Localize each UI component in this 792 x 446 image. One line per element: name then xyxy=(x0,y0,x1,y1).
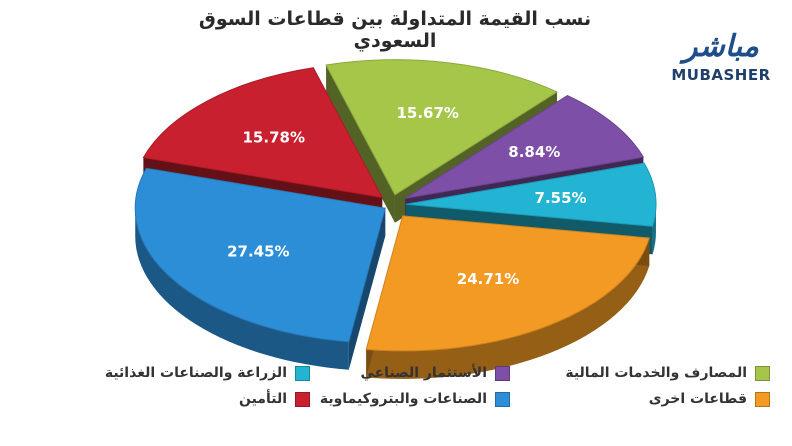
legend-item: التأمين xyxy=(239,388,310,410)
pie-slice-wall xyxy=(326,64,395,223)
pie-slice xyxy=(365,215,650,352)
slice-value-label: 15.78% xyxy=(243,129,305,147)
legend-label: التأمين xyxy=(238,391,287,407)
mubasher-logo: مباشر MUBASHER xyxy=(662,30,780,90)
legend-swatch xyxy=(755,391,770,407)
slice-value-label: 8.84% xyxy=(508,143,560,161)
chart-legend: المصارف والخدمات المالية الأستثمار الصناع… xyxy=(10,362,770,442)
legend-item: الزراعة والصناعات الغذائية xyxy=(105,362,310,384)
legend-item: المصارف والخدمات المالية xyxy=(565,362,770,384)
legend-label: الأستثمار الصناعي xyxy=(360,365,487,381)
logo-arabic-text: مباشر xyxy=(683,29,759,64)
legend-item: الصناعات والبتروكيماوية xyxy=(320,388,510,410)
pie-slice-side xyxy=(135,208,349,370)
pie-labels: 15.67% 8.84% 7.55% 24.71% 27.45% 15.78% xyxy=(227,104,586,288)
slice-value-label: 7.55% xyxy=(535,189,587,207)
legend-swatch xyxy=(495,365,510,381)
legend-label: قطاعات اخرى xyxy=(648,391,747,407)
legend-label: الزراعة والصناعات الغذائية xyxy=(104,365,287,381)
legend-label: الصناعات والبتروكيماوية xyxy=(319,391,487,407)
slice-value-label: 15.67% xyxy=(396,104,458,122)
pie-slice xyxy=(134,167,386,343)
slice-value-label: 27.45% xyxy=(227,242,289,260)
logo-english-text: MUBASHER xyxy=(671,66,771,84)
pie-slice-side xyxy=(366,237,650,379)
pie-slice xyxy=(405,162,657,227)
legend-swatch xyxy=(295,365,310,381)
legend-item: الأستثمار الصناعي xyxy=(360,362,510,384)
pie-slice-wall xyxy=(348,208,386,370)
pie-slice xyxy=(325,59,559,196)
pie-slice xyxy=(405,94,645,199)
pie-slices xyxy=(134,59,657,379)
pie-slice xyxy=(142,67,384,199)
chart-title: نسب القيمة المتداولة بين قطاعات السوق ال… xyxy=(198,8,592,52)
legend-swatch xyxy=(295,391,310,407)
legend-swatch xyxy=(495,391,510,407)
slice-value-label: 24.71% xyxy=(457,270,519,288)
legend-item: قطاعات اخرى xyxy=(649,388,770,410)
legend-swatch xyxy=(755,365,770,381)
legend-label: المصارف والخدمات المالية xyxy=(565,365,747,381)
